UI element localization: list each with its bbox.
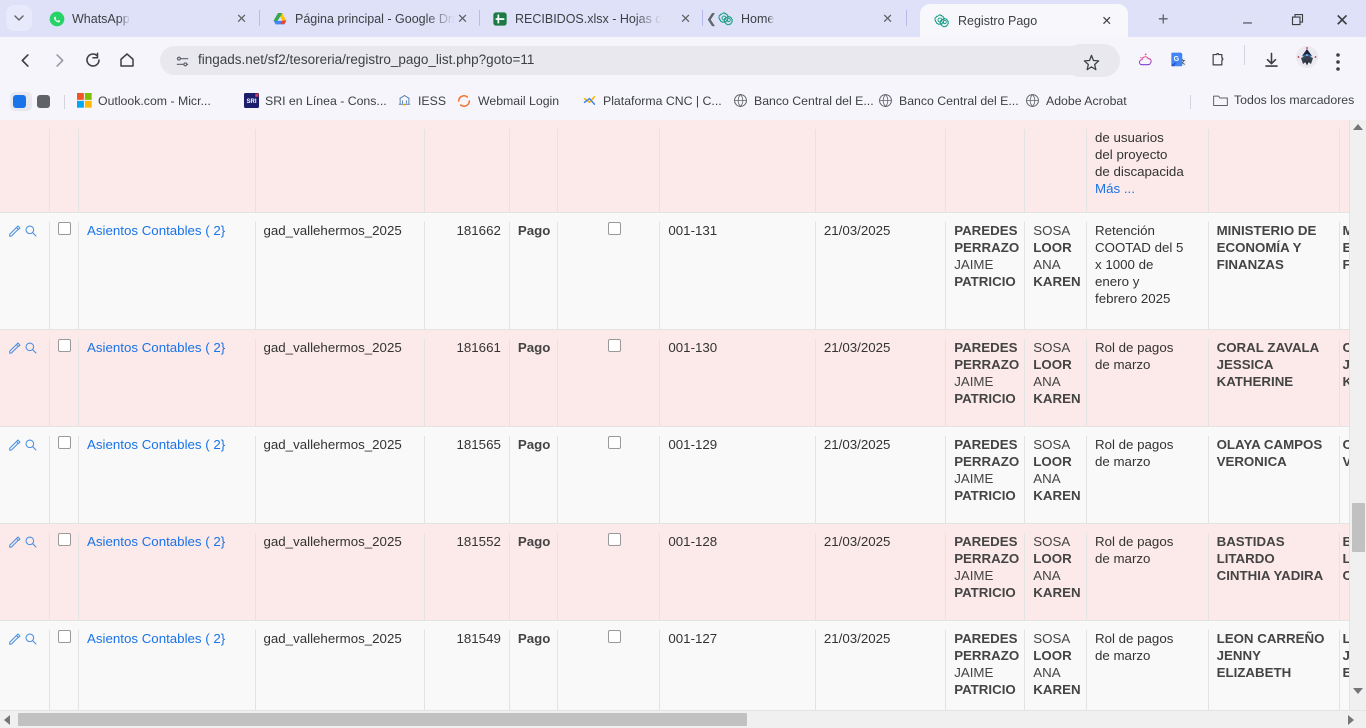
svg-text:SRI: SRI	[246, 99, 256, 105]
svg-text:G: G	[1174, 55, 1180, 63]
